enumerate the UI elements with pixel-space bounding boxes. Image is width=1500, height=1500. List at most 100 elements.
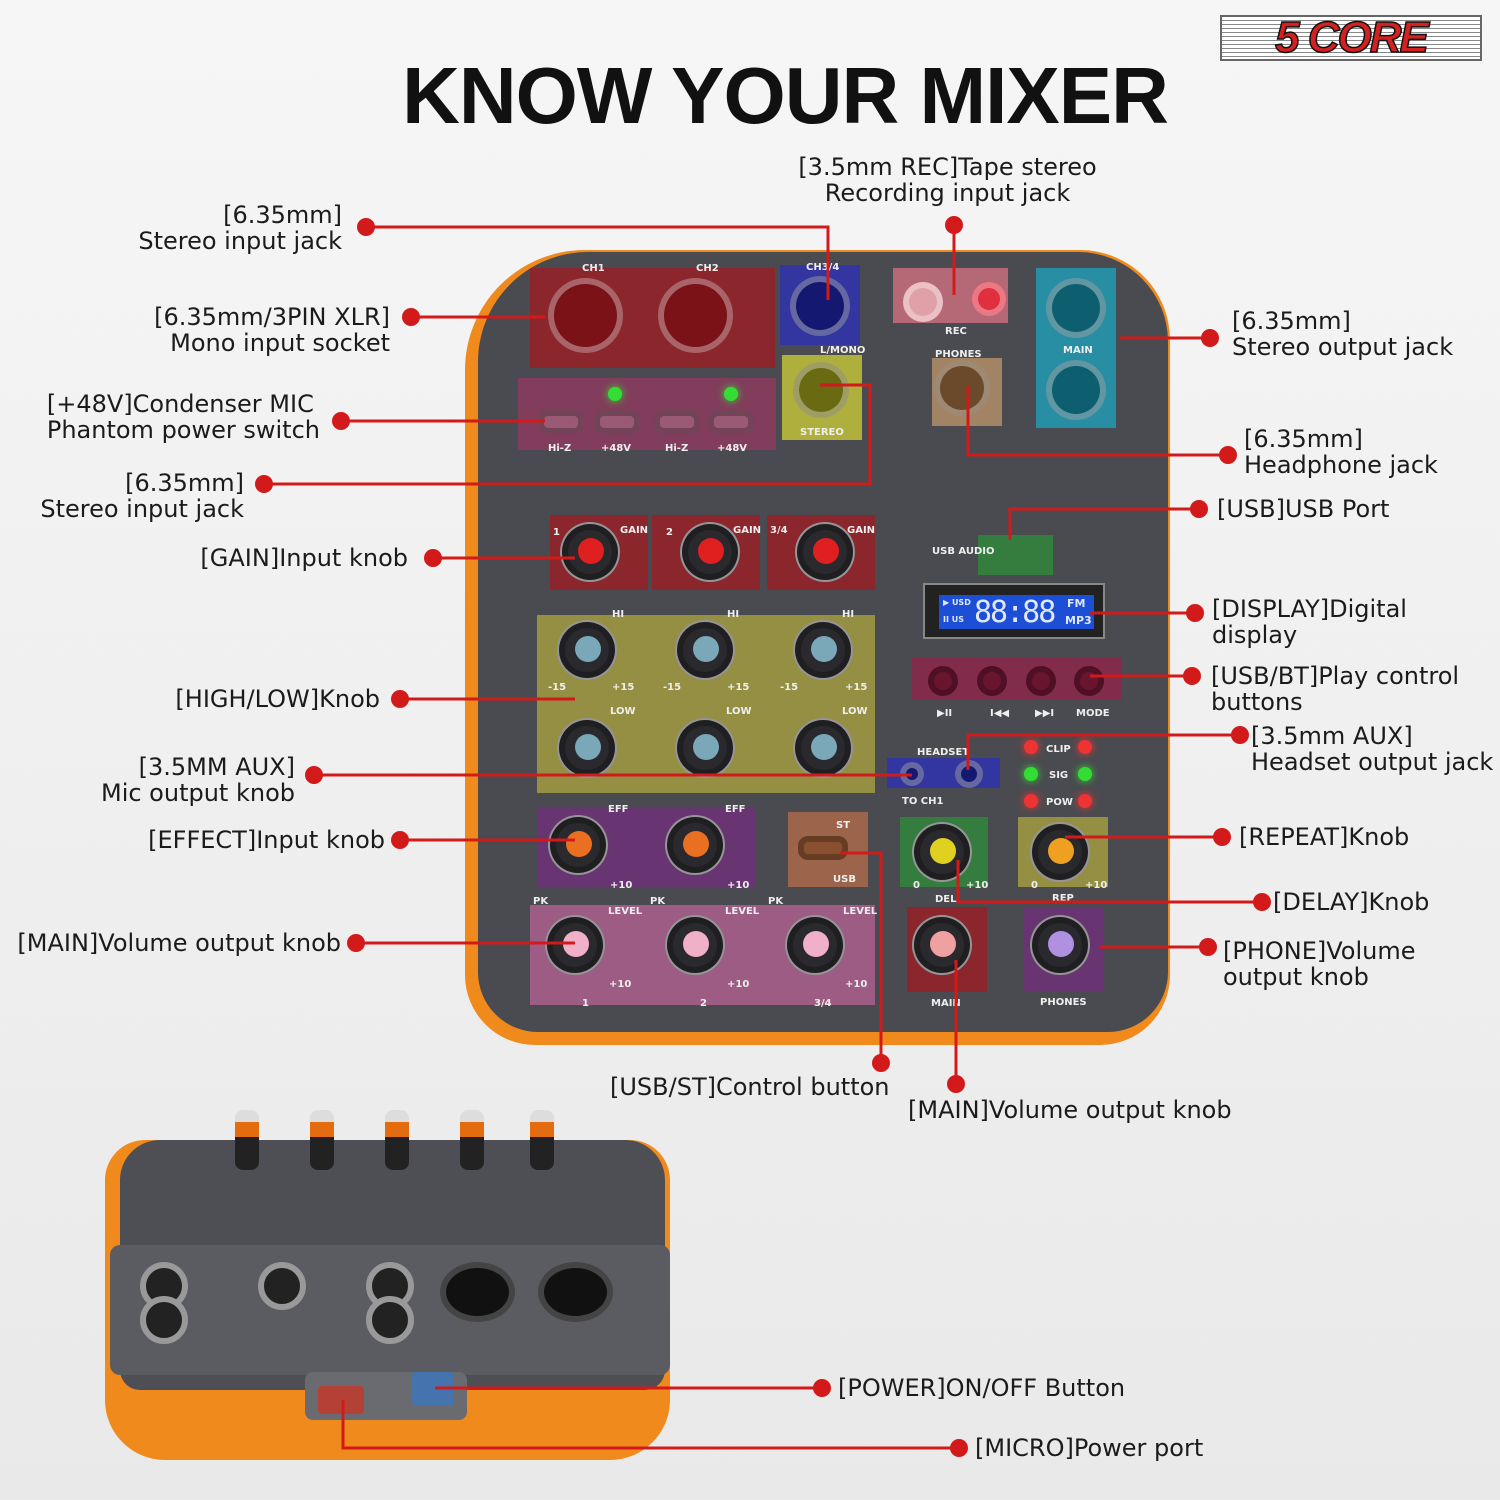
brand-logo: 5 CORE: [1220, 12, 1482, 63]
prev-button[interactable]: [977, 666, 1007, 696]
panel-label: ▶II: [937, 708, 953, 719]
panel-label: Hi-Z: [665, 443, 689, 454]
panel-label: +15: [845, 682, 868, 693]
callout-dot: [332, 412, 350, 430]
low-knob-34[interactable]: [793, 718, 853, 778]
callout-dot: [1231, 726, 1249, 744]
phantom-switch-2[interactable]: [708, 410, 754, 434]
stereo-jack[interactable]: [793, 362, 849, 418]
panel-label: LOW: [842, 706, 868, 717]
mode-button[interactable]: [1074, 666, 1104, 696]
callout-usb-st: [USB/ST]Control button: [610, 1073, 890, 1101]
panel-label: POW: [1046, 797, 1073, 808]
panel-label: Hi-Z: [548, 443, 572, 454]
leader-line: [840, 851, 883, 1063]
lcd-us: II US: [943, 615, 964, 624]
panel-label: LEVEL: [608, 906, 643, 917]
knob-cap: [811, 734, 837, 760]
side-xlr: [440, 1262, 515, 1322]
callout-dot: [402, 308, 420, 326]
lcd-fm: FM: [1067, 597, 1086, 610]
panel-label: GAIN: [733, 525, 762, 536]
callout-dot: [1213, 828, 1231, 846]
leader-line: [966, 733, 1240, 770]
lcd-usd: ▶ USD: [943, 598, 971, 607]
gain-knob-34[interactable]: [795, 522, 855, 582]
led-indicator: [608, 387, 622, 401]
main-volume-knob[interactable]: [912, 915, 972, 975]
callout-usb: [USB]USB Port: [1217, 495, 1390, 523]
callout-micro: [MICRO]Power port: [975, 1434, 1204, 1462]
level-knob-34[interactable]: [785, 915, 845, 975]
side-knob-cap: [310, 1110, 334, 1170]
hi-knob-1[interactable]: [557, 620, 617, 680]
knob-cap: [930, 931, 956, 957]
panel-label: DEL: [935, 894, 957, 905]
side-knob-cap: [460, 1110, 484, 1170]
eff-knob-2[interactable]: [665, 815, 725, 875]
ch34-jack[interactable]: [790, 276, 850, 336]
phantom-switch-1[interactable]: [594, 410, 640, 434]
gain-knob-1[interactable]: [560, 522, 620, 582]
knob-cap: [693, 734, 719, 760]
callout-dot: [255, 475, 273, 493]
side-xlr: [538, 1262, 613, 1322]
phones-volume-knob[interactable]: [1030, 915, 1090, 975]
leader-line: [1008, 507, 1199, 540]
main-l-jack[interactable]: [1046, 278, 1106, 338]
gain-knob-2[interactable]: [680, 522, 740, 582]
panel-label: -15: [663, 682, 682, 693]
panel-label: 0: [1031, 880, 1038, 891]
panel-label: EFF: [608, 804, 629, 815]
xlr-ch1-socket[interactable]: [548, 278, 623, 353]
panel-label: HI: [612, 609, 625, 620]
callout-dot: [947, 1075, 965, 1093]
callout-dot: [1183, 667, 1201, 685]
usb-st-button[interactable]: [798, 836, 848, 860]
panel-label: REC: [945, 326, 967, 337]
panel-label: CH3/4: [806, 262, 840, 273]
callout-display: [DISPLAY]Digital display: [1212, 595, 1407, 649]
callout-dot: [950, 1439, 968, 1457]
callout-headset: [3.5mm AUX] Headset output jack: [1251, 722, 1494, 776]
eff-knob-1[interactable]: [548, 815, 608, 875]
hi-knob-2[interactable]: [675, 620, 735, 680]
delay-knob[interactable]: [912, 822, 972, 882]
hi-z-switch-1[interactable]: [538, 410, 584, 434]
panel-label: CH1: [582, 263, 605, 274]
rec-r-jack[interactable]: [972, 282, 1006, 316]
callout-dot: [945, 216, 963, 234]
callout-dot: [872, 1054, 890, 1072]
phones-jack[interactable]: [934, 360, 990, 416]
side-knob-cap: [530, 1110, 554, 1170]
callout-rec: [3.5mm REC]Tape stereo Recording input ja…: [798, 153, 1097, 207]
callout-dot: [1190, 500, 1208, 518]
led-indicator: [1024, 767, 1038, 781]
knob-cap: [575, 636, 601, 662]
callout-dot: [305, 766, 323, 784]
low-knob-1[interactable]: [557, 718, 617, 778]
rec-l-jack[interactable]: [903, 282, 943, 322]
next-button[interactable]: [1026, 666, 1056, 696]
main-r-jack[interactable]: [1046, 360, 1106, 420]
callout-phone-vol: [PHONE]Volume output knob: [1223, 937, 1416, 991]
panel-label: I◀◀: [990, 708, 1010, 719]
callout-headphone: [6.35mm] Headphone jack: [1244, 425, 1438, 479]
micro-usb-port[interactable]: [318, 1386, 364, 1414]
low-knob-2[interactable]: [675, 718, 735, 778]
panel-label: GAIN: [620, 525, 649, 536]
panel-label: LEVEL: [725, 906, 760, 917]
callout-dot: [357, 218, 375, 236]
xlr-ch2-socket[interactable]: [658, 278, 733, 353]
hi-z-switch-2[interactable]: [654, 410, 700, 434]
level-knob-1[interactable]: [545, 915, 605, 975]
leader-line: [341, 1400, 959, 1450]
hi-knob-34[interactable]: [793, 620, 853, 680]
level-knob-2[interactable]: [665, 915, 725, 975]
panel-label: 0: [913, 880, 920, 891]
knob-cap: [683, 831, 709, 857]
play-pause-button[interactable]: [928, 666, 958, 696]
panel-label: CLIP: [1046, 744, 1071, 755]
panel-label: GAIN: [847, 525, 876, 536]
repeat-knob[interactable]: [1030, 822, 1090, 882]
